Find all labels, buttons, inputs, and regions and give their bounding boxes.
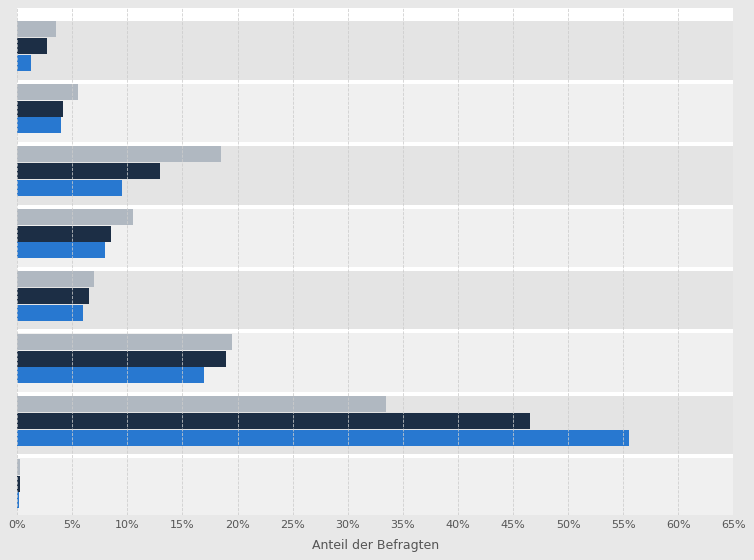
Bar bbox=[17, 475, 20, 492]
Bar bbox=[17, 208, 734, 267]
Bar bbox=[17, 209, 133, 225]
Bar bbox=[17, 334, 232, 350]
Bar bbox=[17, 288, 89, 304]
Bar bbox=[17, 272, 94, 287]
X-axis label: Anteil der Befragten: Anteil der Befragten bbox=[311, 539, 439, 552]
Bar bbox=[17, 55, 32, 71]
Bar bbox=[17, 396, 734, 455]
Bar bbox=[17, 118, 61, 133]
Bar bbox=[17, 396, 386, 412]
Bar bbox=[17, 101, 63, 116]
Bar bbox=[17, 430, 629, 446]
Bar bbox=[17, 163, 161, 179]
Bar bbox=[17, 459, 20, 475]
Bar bbox=[17, 271, 734, 329]
Bar bbox=[17, 351, 226, 367]
Bar bbox=[17, 305, 83, 321]
Bar bbox=[17, 459, 734, 517]
Bar bbox=[17, 83, 734, 142]
Bar bbox=[17, 367, 204, 383]
Bar bbox=[17, 413, 529, 429]
Bar bbox=[17, 146, 734, 204]
Bar bbox=[17, 146, 221, 162]
Bar bbox=[17, 21, 56, 38]
Bar bbox=[17, 226, 111, 241]
Bar bbox=[17, 180, 122, 196]
Bar bbox=[17, 334, 734, 392]
Bar bbox=[17, 38, 47, 54]
Bar bbox=[17, 84, 78, 100]
Bar bbox=[17, 492, 20, 508]
Bar bbox=[17, 242, 106, 258]
Bar bbox=[17, 21, 734, 80]
